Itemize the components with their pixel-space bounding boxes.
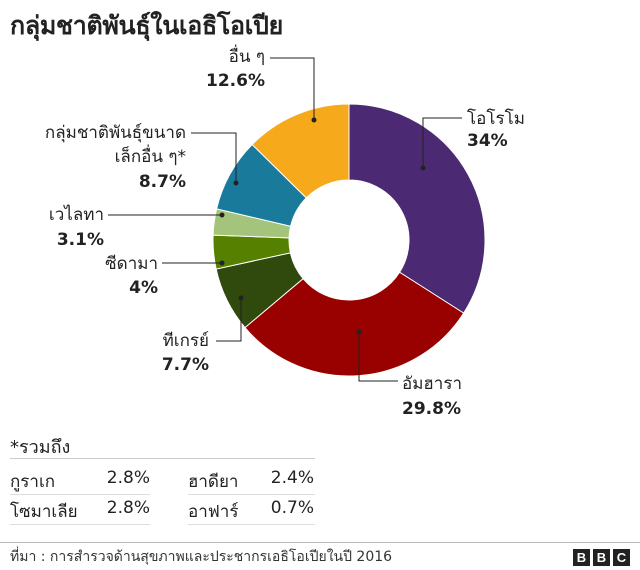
- chart-title: กลุ่มชาติพันธุ์ในเอธิโอเปีย: [10, 11, 283, 40]
- leader-line-amhara: [358, 332, 398, 382]
- leader-dot-oromo: [420, 165, 426, 171]
- footnote-row-line: [188, 524, 315, 525]
- label-welayta-name: เวไลทา: [49, 204, 104, 225]
- bbc-logo-letter: B: [593, 549, 610, 566]
- label-sidama-pct: 4%: [129, 278, 158, 298]
- footer-divider: [0, 542, 640, 543]
- label-oromo-name: โอโรโม: [467, 108, 525, 129]
- footnote-value-hadiya: 2.4%: [270, 468, 314, 488]
- leader-dot-welayta: [219, 212, 225, 218]
- donut-hole: [289, 180, 409, 300]
- label-other-name: อื่น ๆ: [229, 44, 265, 67]
- label-sidama-name: ซีดามา: [105, 254, 158, 274]
- footnote-name-hadiya: ฮาดียา: [188, 472, 239, 492]
- label-tigray-name: ทีเกรย์: [163, 331, 209, 351]
- leader-dot-amhara: [356, 329, 362, 335]
- leader-dot-other: [311, 117, 317, 123]
- donut-chart: โอโรโม 34% อัมฮารา 29.8% ทีเกรย์ 7.7% ซี…: [45, 44, 525, 419]
- footnote-value-afar: 0.7%: [270, 498, 314, 518]
- label-amhara-pct: 29.8%: [402, 399, 461, 419]
- bbc-logo-letter: C: [613, 549, 630, 566]
- donut-slices: [212, 103, 486, 377]
- footnote-divider: [10, 458, 315, 459]
- leader-line-tigray: [216, 298, 242, 342]
- footnote-name-afar: อาฟาร์: [188, 502, 239, 522]
- leader-dot-sidama: [219, 260, 225, 266]
- leader-lines: [108, 57, 462, 382]
- leader-dot-tigray: [238, 295, 244, 301]
- leader-dot-small: [233, 180, 239, 186]
- footnote-row-line: [10, 494, 150, 495]
- leader-dots: [219, 117, 426, 335]
- footnote-value-gurage: 2.8%: [106, 468, 150, 488]
- footnote-value-somali: 2.8%: [106, 498, 150, 518]
- leader-line-oromo: [422, 117, 462, 168]
- footnote-name-somali: โซมาเลีย: [10, 502, 78, 522]
- label-other-pct: 12.6%: [206, 71, 265, 91]
- label-small-name-line1: กลุ่มชาติพันธุ์ขนาด: [45, 123, 186, 143]
- footnote-title: *รวมถึง: [10, 437, 71, 458]
- label-small-pct: 8.7%: [139, 172, 186, 192]
- label-small-name-line2: เล็กอื่น ๆ*: [115, 144, 186, 167]
- footnote-row-line: [10, 524, 150, 525]
- label-oromo-pct: 34%: [467, 131, 508, 151]
- footnote-name-gurage: กูราเก: [10, 472, 56, 492]
- leader-line-small: [191, 132, 237, 183]
- label-tigray-pct: 7.7%: [162, 355, 209, 375]
- bbc-logo: B B C: [573, 549, 630, 566]
- bbc-logo-letter: B: [573, 549, 590, 566]
- label-welayta-pct: 3.1%: [57, 230, 104, 250]
- footnote-row-line: [188, 494, 315, 495]
- leader-line-other: [270, 57, 315, 120]
- label-amhara-name: อัมฮารา: [402, 374, 462, 394]
- source-note: ที่มา : การสำรวจด้านสุขภาพและประชากรเอธิ…: [10, 549, 393, 565]
